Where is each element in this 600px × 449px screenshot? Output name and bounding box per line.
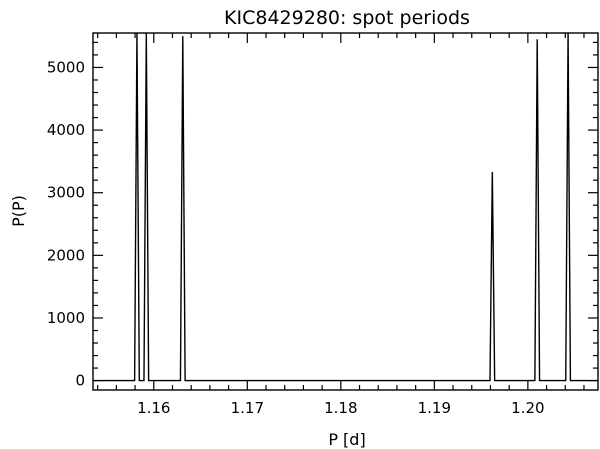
x-axis-label: P [d] — [328, 430, 365, 449]
x-tick-label: 1.18 — [324, 399, 357, 417]
series-line — [93, 32, 598, 382]
y-axis-label: P(P) — [9, 195, 28, 227]
y-tick-label: 1000 — [47, 309, 85, 327]
y-tick-label: 0 — [75, 372, 85, 390]
y-tick-label: 5000 — [47, 58, 85, 76]
y-ticks: 0 1000 2000 3000 4000 5000 — [47, 41, 598, 390]
y-tick-label: 2000 — [47, 246, 85, 264]
x-tick-label: 1.19 — [418, 399, 451, 417]
x-tick-label: 1.20 — [511, 399, 544, 417]
chart-title: KIC8429280: spot periods — [224, 7, 470, 29]
x-tick-label: 1.17 — [231, 399, 264, 417]
x-tick-label: 1.16 — [137, 399, 170, 417]
plot-frame — [92, 32, 599, 391]
x-ticks: 1.16 1.17 1.18 1.19 1.20 — [97, 33, 585, 417]
y-tick-label: 3000 — [47, 184, 85, 202]
y-tick-label: 4000 — [47, 121, 85, 139]
